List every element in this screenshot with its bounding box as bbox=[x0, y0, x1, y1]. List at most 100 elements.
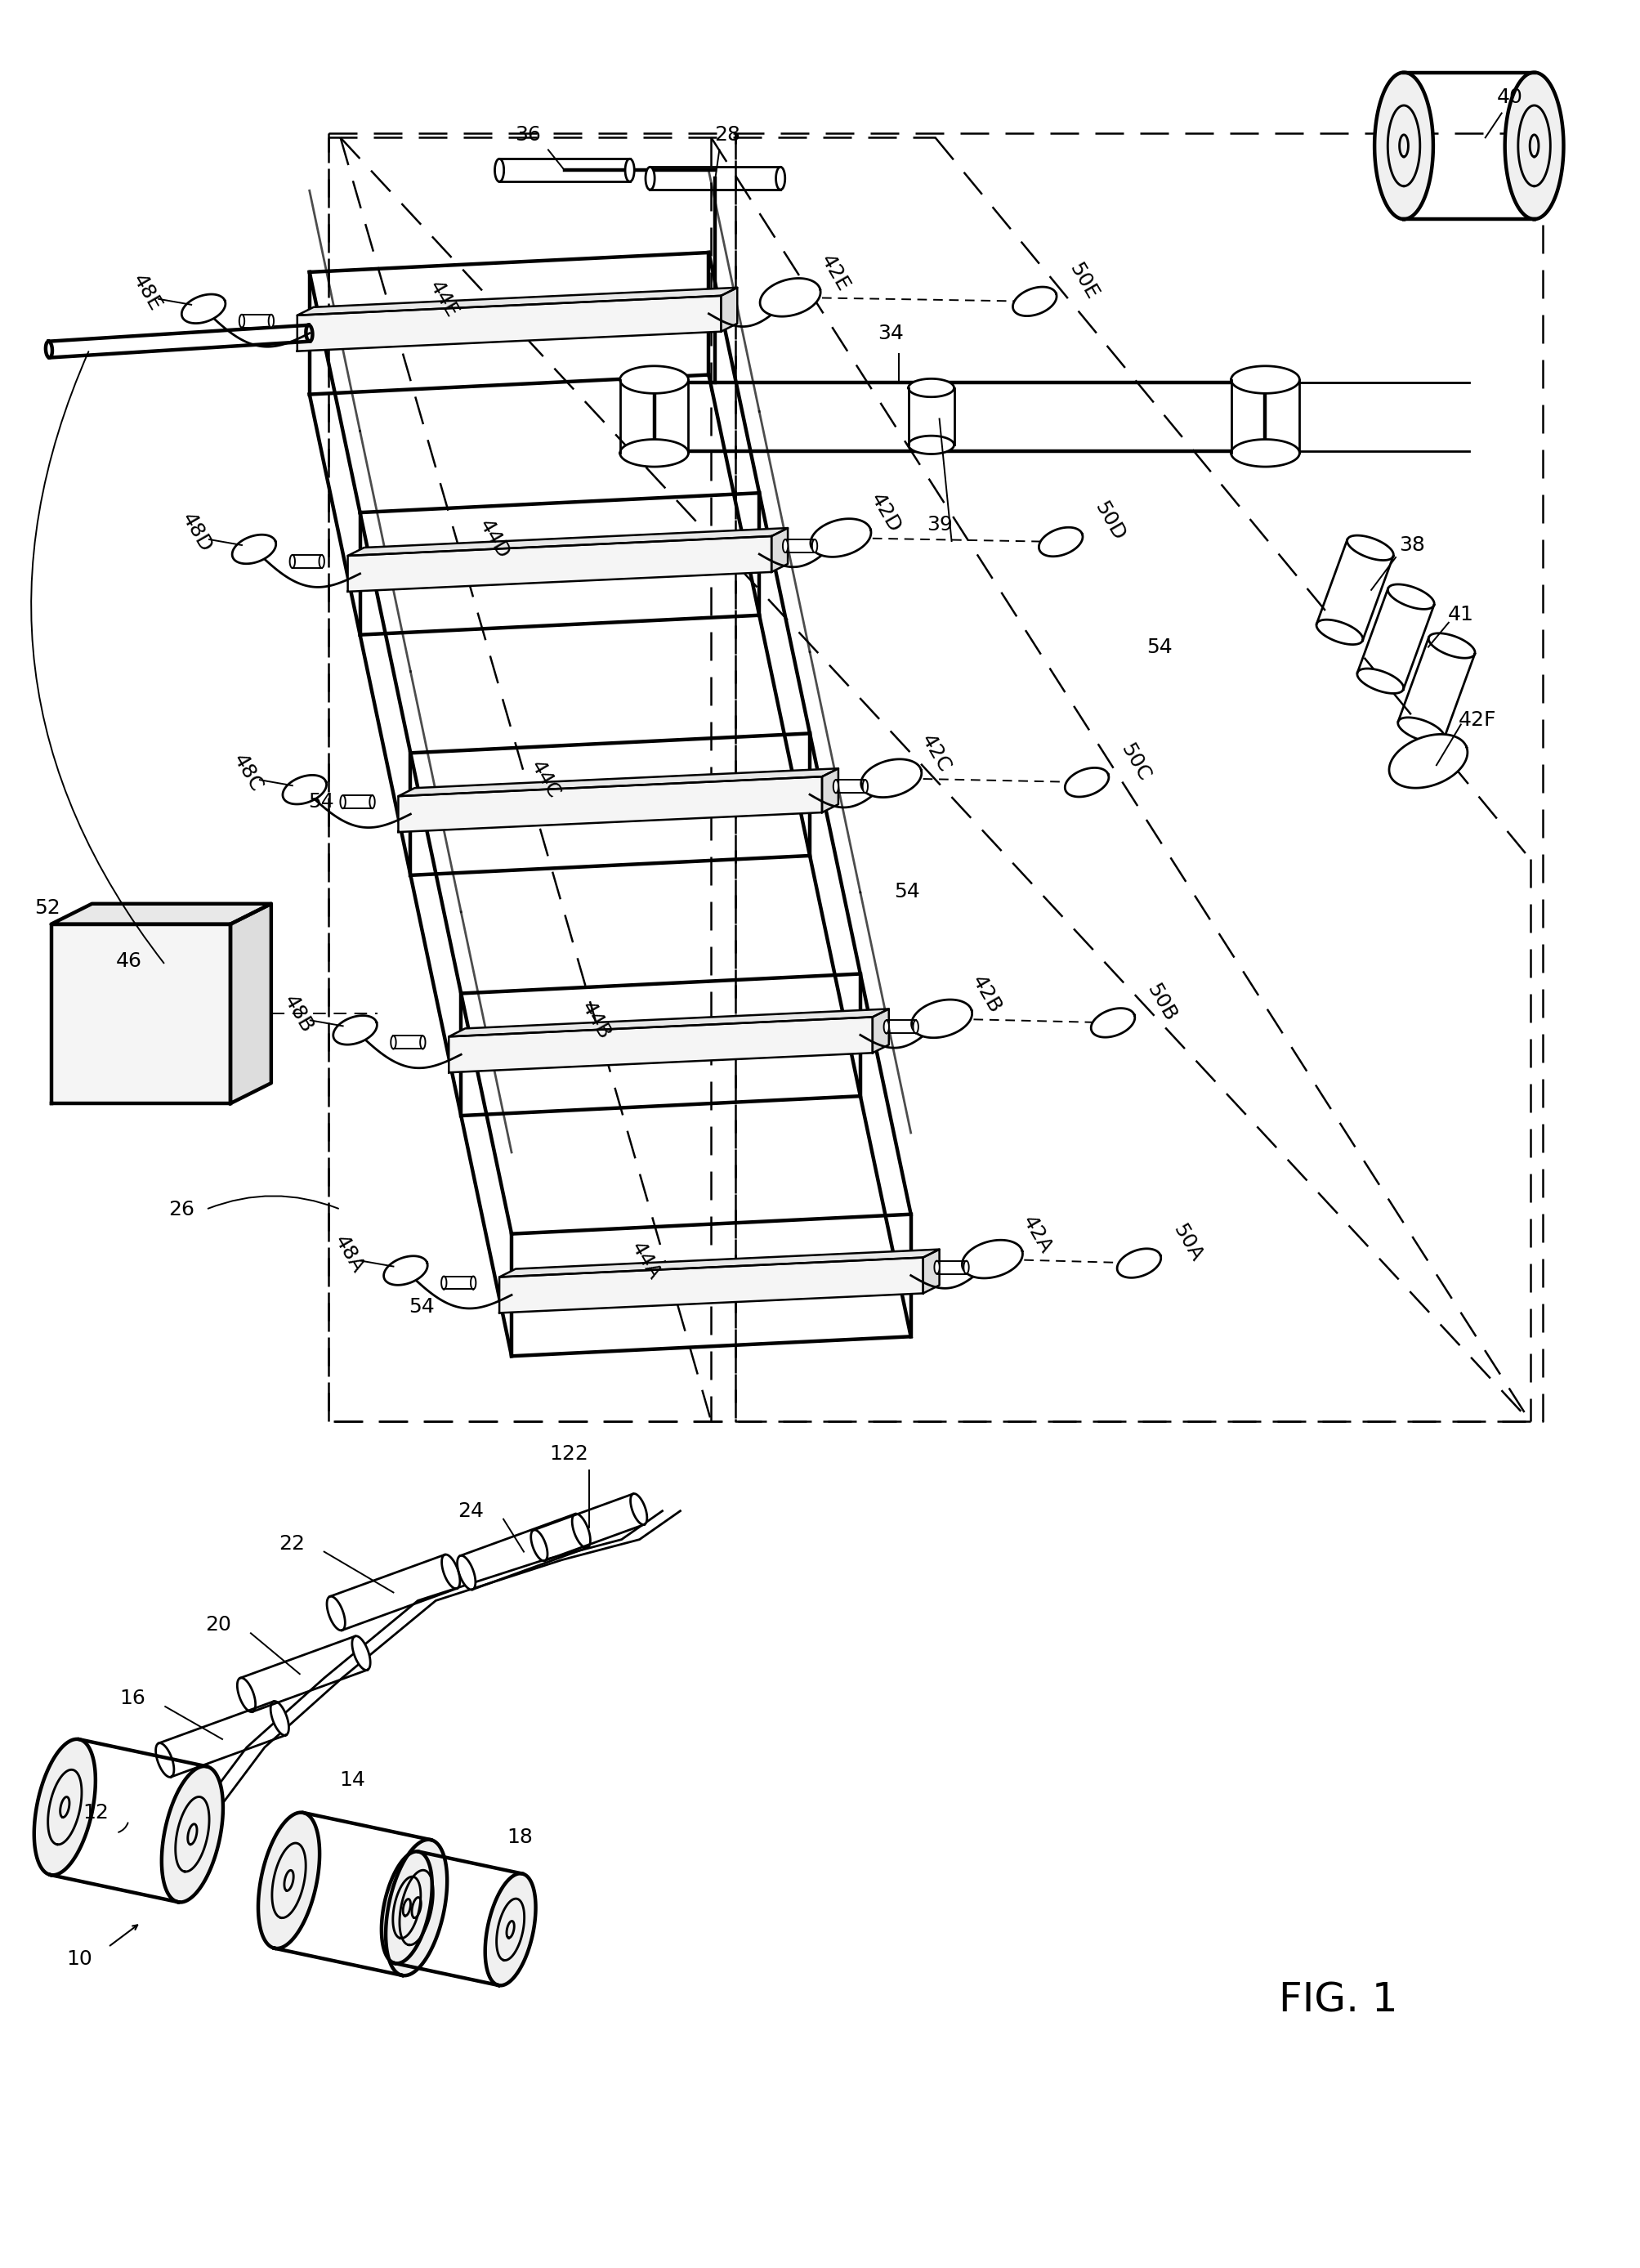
Polygon shape bbox=[282, 776, 326, 805]
Polygon shape bbox=[46, 342, 52, 358]
Polygon shape bbox=[271, 1701, 289, 1735]
Text: 39: 39 bbox=[927, 515, 953, 535]
Text: 14: 14 bbox=[339, 1769, 366, 1789]
Polygon shape bbox=[776, 168, 786, 191]
Polygon shape bbox=[257, 1812, 320, 1948]
Polygon shape bbox=[182, 295, 225, 324]
Text: 34: 34 bbox=[877, 324, 904, 342]
Polygon shape bbox=[1232, 440, 1299, 467]
Text: 42A: 42A bbox=[1018, 1213, 1056, 1256]
Polygon shape bbox=[326, 1597, 344, 1631]
Polygon shape bbox=[1397, 717, 1445, 742]
Text: 26: 26 bbox=[169, 1200, 195, 1220]
Polygon shape bbox=[499, 1250, 940, 1277]
Polygon shape bbox=[297, 295, 722, 352]
Polygon shape bbox=[912, 1000, 973, 1039]
Polygon shape bbox=[339, 796, 346, 807]
Text: 44E: 44E bbox=[426, 277, 462, 320]
Polygon shape bbox=[333, 1016, 377, 1046]
FancyArrowPatch shape bbox=[31, 352, 164, 964]
Polygon shape bbox=[531, 1531, 548, 1560]
Polygon shape bbox=[861, 760, 922, 798]
Polygon shape bbox=[458, 1556, 476, 1590]
Polygon shape bbox=[1428, 633, 1474, 658]
Polygon shape bbox=[1389, 735, 1468, 787]
Text: 54: 54 bbox=[894, 882, 920, 900]
Polygon shape bbox=[771, 528, 787, 572]
Polygon shape bbox=[620, 365, 689, 392]
Polygon shape bbox=[620, 440, 689, 467]
Polygon shape bbox=[34, 1740, 95, 1876]
Polygon shape bbox=[471, 1277, 476, 1288]
Text: 42B: 42B bbox=[968, 973, 1005, 1016]
Text: 44D: 44D bbox=[476, 517, 513, 562]
Polygon shape bbox=[231, 903, 271, 1105]
Text: 48D: 48D bbox=[179, 510, 216, 556]
Polygon shape bbox=[382, 1851, 431, 1964]
Polygon shape bbox=[909, 379, 954, 397]
Polygon shape bbox=[449, 1016, 872, 1073]
Polygon shape bbox=[441, 1554, 459, 1588]
Polygon shape bbox=[1374, 73, 1433, 220]
Polygon shape bbox=[420, 1036, 425, 1048]
Polygon shape bbox=[963, 1241, 1023, 1279]
Polygon shape bbox=[485, 1873, 536, 1984]
Polygon shape bbox=[1387, 585, 1435, 610]
Text: 52: 52 bbox=[34, 898, 61, 919]
Polygon shape bbox=[822, 769, 838, 812]
Text: 54: 54 bbox=[1146, 637, 1173, 658]
Text: 20: 20 bbox=[205, 1615, 231, 1635]
Polygon shape bbox=[964, 1261, 969, 1275]
Text: 48A: 48A bbox=[330, 1232, 367, 1277]
Polygon shape bbox=[499, 1256, 923, 1313]
Text: 42C: 42C bbox=[917, 730, 954, 776]
Polygon shape bbox=[348, 528, 787, 556]
Polygon shape bbox=[646, 168, 654, 191]
Polygon shape bbox=[1091, 1009, 1135, 1036]
Text: 44B: 44B bbox=[577, 998, 613, 1043]
Polygon shape bbox=[909, 435, 954, 454]
Polygon shape bbox=[449, 1009, 889, 1036]
Polygon shape bbox=[1014, 288, 1056, 315]
Polygon shape bbox=[1506, 73, 1563, 220]
Polygon shape bbox=[51, 923, 231, 1105]
Polygon shape bbox=[51, 903, 271, 923]
Text: 10: 10 bbox=[67, 1950, 92, 1969]
Text: 46: 46 bbox=[115, 950, 141, 971]
Polygon shape bbox=[307, 324, 313, 342]
Polygon shape bbox=[320, 556, 325, 567]
Text: 54: 54 bbox=[408, 1297, 435, 1318]
Text: 122: 122 bbox=[549, 1445, 589, 1463]
Text: 28: 28 bbox=[715, 125, 741, 145]
Polygon shape bbox=[935, 1261, 940, 1275]
Text: 38: 38 bbox=[1399, 535, 1425, 556]
Polygon shape bbox=[1117, 1250, 1161, 1277]
Polygon shape bbox=[348, 535, 771, 592]
Polygon shape bbox=[630, 1495, 648, 1524]
Polygon shape bbox=[572, 1513, 590, 1547]
Polygon shape bbox=[1346, 535, 1394, 560]
Polygon shape bbox=[162, 1767, 223, 1903]
Polygon shape bbox=[782, 540, 787, 553]
FancyArrowPatch shape bbox=[118, 1823, 128, 1833]
Polygon shape bbox=[399, 776, 822, 832]
Text: 44A: 44A bbox=[628, 1238, 664, 1284]
Polygon shape bbox=[1317, 619, 1363, 644]
Polygon shape bbox=[863, 780, 868, 794]
Text: 54: 54 bbox=[308, 792, 335, 812]
Polygon shape bbox=[441, 1277, 446, 1288]
Polygon shape bbox=[913, 1021, 918, 1034]
Polygon shape bbox=[239, 315, 244, 327]
Polygon shape bbox=[233, 535, 276, 565]
Text: 50B: 50B bbox=[1143, 980, 1181, 1025]
Polygon shape bbox=[353, 1635, 371, 1669]
Polygon shape bbox=[1232, 365, 1299, 392]
Polygon shape bbox=[495, 159, 503, 181]
Text: 24: 24 bbox=[458, 1501, 484, 1522]
Text: 42E: 42E bbox=[817, 252, 853, 295]
Polygon shape bbox=[385, 1839, 448, 1975]
Polygon shape bbox=[722, 288, 738, 331]
Text: 50E: 50E bbox=[1066, 259, 1102, 304]
Polygon shape bbox=[156, 1744, 174, 1778]
Polygon shape bbox=[297, 288, 738, 315]
